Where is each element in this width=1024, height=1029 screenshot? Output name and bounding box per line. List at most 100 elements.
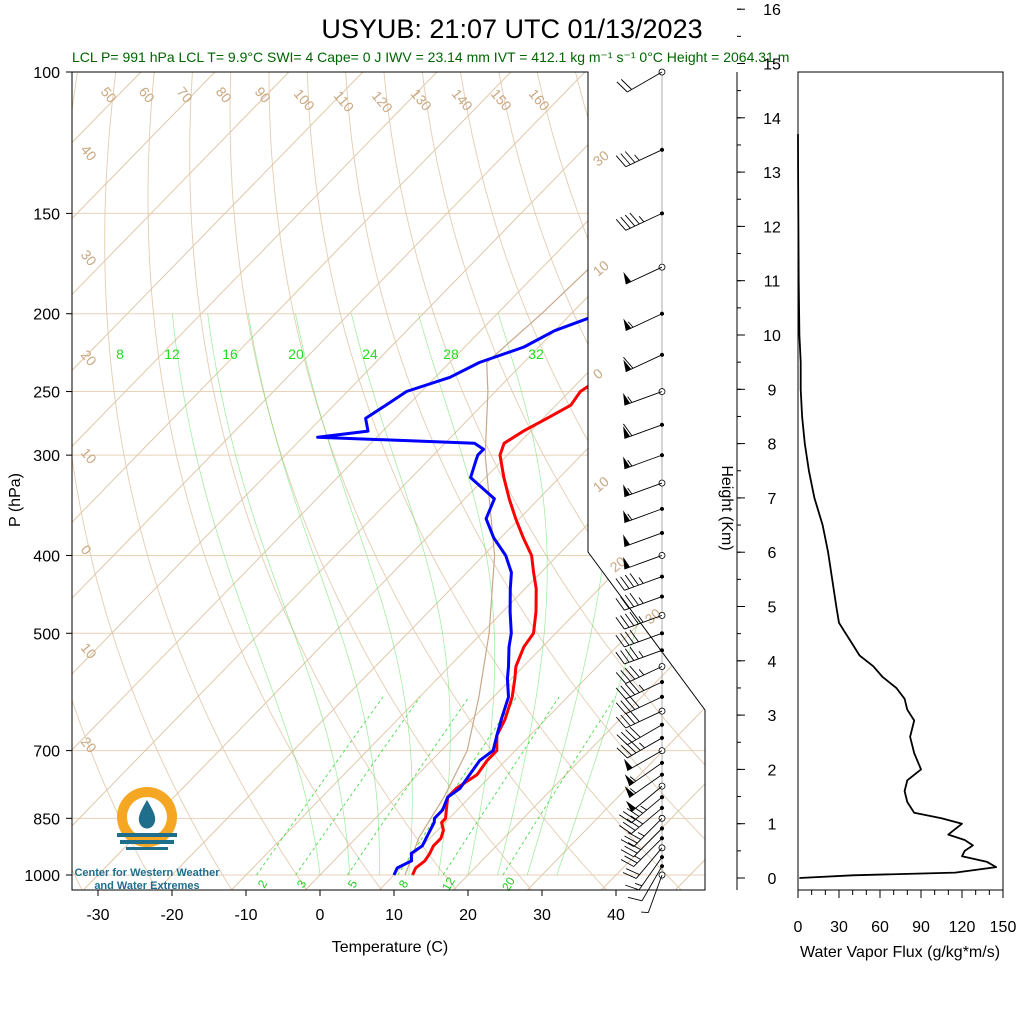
isotherm-line [0,72,733,892]
dry-adiabat-line [614,72,1024,892]
wind-barb-flag [621,632,630,647]
skewt-axes: 1001502002503004005007008501000-30-20-10… [7,65,705,956]
wind-barb-flag [616,616,625,631]
isotherm-label: 110 [331,88,358,116]
isotherm-label: 10 [590,257,612,279]
wind-barb [616,136,664,169]
dry-adiabat-line [575,72,1024,892]
y-tick-label: 250 [33,385,60,402]
wind-barb [616,200,664,233]
wind-barb-flag [616,218,626,232]
wind-barb-flag [630,725,640,739]
wind-barb-halfflag [639,651,643,658]
wind-barb [620,443,664,470]
height-tick-label: 2 [768,762,777,779]
wind-barb [641,870,666,916]
y-tick-label: 500 [33,626,60,643]
wind-barb-shaft [624,455,662,469]
wind-barb-flag [619,823,631,836]
wind-barb-shaft [627,725,662,745]
x-tick-label: 20 [459,907,477,924]
mixing-ratio-label: 12 [164,346,180,362]
flux-tick-label: 60 [871,919,889,936]
isotherm-line [0,72,289,892]
wind-barb-flag [617,80,627,94]
wind-barb-flag [625,612,634,627]
wind-barb-flag [630,629,639,644]
moist-adiabat-line [527,314,610,875]
isotherm-label: 30 [78,247,100,269]
isotherm-label: 70 [174,84,196,106]
isotherm-line [0,72,437,892]
y-tick-label: 400 [33,548,60,565]
wind-barb-shaft [624,597,662,611]
height-tick-label: 1 [768,817,777,834]
wind-barb-shaft [624,650,662,664]
height-tick-label: 9 [768,382,777,399]
dry-adiabat-line [13,72,158,892]
y-tick-label: 300 [33,448,60,465]
wind-barb [621,255,666,287]
isotherm-label: 10 [590,473,612,495]
x-axis-title: Temperature (C) [332,939,448,956]
x-tick-label: -20 [160,907,183,924]
isotherm-label: 140 [449,86,476,114]
height-tick-label: 13 [763,165,781,182]
isotherm-label: 50 [98,84,120,106]
cw3e-logo: Center for Western Weather and Water Ext… [74,787,220,892]
isotherm-label: 60 [136,84,158,106]
isotherm-label: 80 [213,84,235,106]
wind-barb-flag [626,866,639,878]
wind-barb [628,858,664,905]
wind-barb-flag [621,699,631,713]
wind-barb-flag [617,733,627,747]
logo-wave-3 [126,847,168,850]
wind-barb-flag [630,572,639,587]
x-tick-label: 30 [533,907,551,924]
height-tick-label: 14 [763,111,781,128]
mixing-ratio-label: 20 [288,346,304,362]
y-axis-title: P (hPa) [7,473,24,527]
mixing-ratio-label: 5 [345,877,361,890]
moist-adiabat-line [498,314,548,875]
wind-barb-halfflag [639,597,643,604]
dry-adiabat-line [148,72,383,892]
wind-barb [620,471,666,500]
flux-tick-label: 0 [794,919,803,936]
isotherm-label: 10 [78,445,100,467]
wind-barb-flag [616,154,626,168]
wind-barb-shaft [624,425,662,439]
isotherm-label: 120 [369,88,396,116]
wind-barb [620,521,664,548]
height-tick-label: 4 [768,654,777,671]
moist-adiabat-line [351,314,450,875]
wind-barb-flag [625,882,639,893]
wind-barb-shaft [629,775,662,798]
isotherm-label: 10 [78,640,100,662]
wind-barb-flag [621,614,630,629]
height-tick-label: 10 [763,328,781,345]
wind-barb-halfflag [639,216,644,223]
wind-barb-flag [625,630,634,645]
flux-tick-label: 150 [990,919,1017,936]
height-tick-label: 7 [768,491,777,508]
wind-barb-pennant [620,533,630,546]
isotherm-label: 20 [78,347,100,369]
height-tick-label: 6 [768,545,777,562]
isotherm-label: 20 [78,734,100,756]
wind-barb-shaft [626,355,662,372]
isotherm-label: 40 [78,142,100,164]
isotherm-label: 90 [252,84,274,106]
wind-barb-shaft [624,577,662,591]
wind-barb-halfflag [639,669,644,676]
wind-barb-shaft [627,738,662,758]
height-tick-label: 3 [768,708,777,725]
dry-adiabat-line [269,72,608,892]
wind-barb-flag [616,577,625,592]
wind-barb-flag [630,646,639,661]
dry-adiabat-line [537,72,1024,892]
flux-x-title: Water Vapor Flux (g/kg*m/s) [800,944,1000,961]
mixing-ratio-label: 28 [443,346,459,362]
